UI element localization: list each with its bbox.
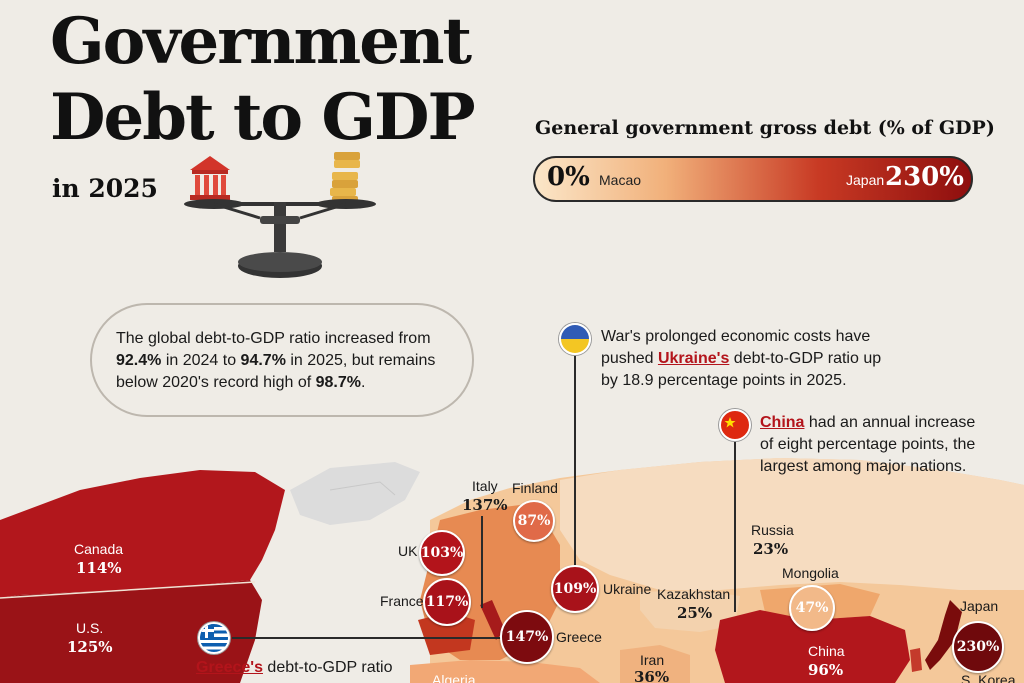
china-shape <box>715 610 910 683</box>
label-russia-name: Russia <box>751 522 794 538</box>
label-us-value: 125% <box>67 638 113 656</box>
kazakhstan-shape <box>640 590 740 632</box>
label-canada-value: 114% <box>76 559 122 577</box>
us-shape <box>0 580 262 683</box>
italy-leader-line <box>481 516 483 608</box>
label-china-name: China <box>808 643 845 659</box>
bubble-mongolia: 47% <box>789 585 835 631</box>
label-greece-name: Greece <box>556 629 602 645</box>
label-canada-name: Canada <box>74 541 124 557</box>
label-china-value: 96% <box>808 661 844 679</box>
label-mongolia-name: Mongolia <box>782 565 839 581</box>
label-us-name: U.S. <box>76 620 104 636</box>
global-note-pill <box>90 303 474 417</box>
bubble-ukraine: 109% <box>551 565 599 613</box>
greenland-shape <box>290 462 420 525</box>
legend-max-country: Japan <box>846 172 885 188</box>
balance-scale-icon <box>184 152 376 278</box>
label-kazakhstan-name: Kazakhstan <box>657 586 731 602</box>
label-russia-value: 23% <box>753 540 789 558</box>
label-kazakhstan-value: 25% <box>677 604 713 622</box>
china-leader-line <box>734 442 736 612</box>
label-iran-value: 36% <box>634 668 670 683</box>
greece-leader-line <box>232 637 504 639</box>
label-uk-name: UK <box>398 543 418 559</box>
legend-gradient-bar <box>533 156 973 202</box>
canada-shape <box>0 470 285 598</box>
label-iran-name: Iran <box>640 652 665 668</box>
page-title: Government Debt to GDP <box>50 4 476 155</box>
iran-shape <box>620 645 690 683</box>
bubble-finland: 87% <box>513 500 555 542</box>
bubble-france: 117% <box>423 578 471 626</box>
ukraine-note: War's prolonged economic costs have push… <box>601 328 882 389</box>
japan-shape <box>925 600 962 670</box>
greece-note: Greece's debt-to-GDP ratio <box>196 659 393 676</box>
china-flag-icon <box>719 409 751 441</box>
ukraine-flag-icon <box>559 323 591 355</box>
label-ukraine-name: Ukraine <box>603 581 652 597</box>
greece-flag-icon <box>198 622 230 654</box>
china-note: China had an annual increase of eight pe… <box>760 414 976 475</box>
label-italy-name: Italy <box>472 478 498 494</box>
bank-icon <box>190 156 230 200</box>
label-italy-value: 137% <box>462 496 508 514</box>
legend-title: General government gross debt (% of GDP) <box>535 117 995 139</box>
label-finland-name: Finland <box>512 480 558 496</box>
legend-min-country: Macao <box>599 172 642 188</box>
bubble-greece: 147% <box>500 610 554 664</box>
russia-shape <box>560 458 1024 590</box>
page-subtitle: in 2025 <box>52 174 158 203</box>
label-skorea-name: S. Korea <box>961 672 1016 683</box>
legend-min-value: 0% <box>547 162 590 192</box>
bubble-japan: 230% <box>952 621 1004 673</box>
label-france-name: France <box>380 593 424 609</box>
label-algeria-name: Algeria <box>432 672 476 683</box>
coins-icon <box>330 152 360 202</box>
legend-max-value: 230% <box>885 162 964 192</box>
bubble-uk: 103% <box>419 530 465 576</box>
ukraine-leader-line <box>574 356 576 570</box>
global-note: The global debt-to-GDP ratio increased f… <box>116 330 436 391</box>
north-africa-shape <box>410 660 600 683</box>
label-japan-name: Japan <box>960 598 999 614</box>
